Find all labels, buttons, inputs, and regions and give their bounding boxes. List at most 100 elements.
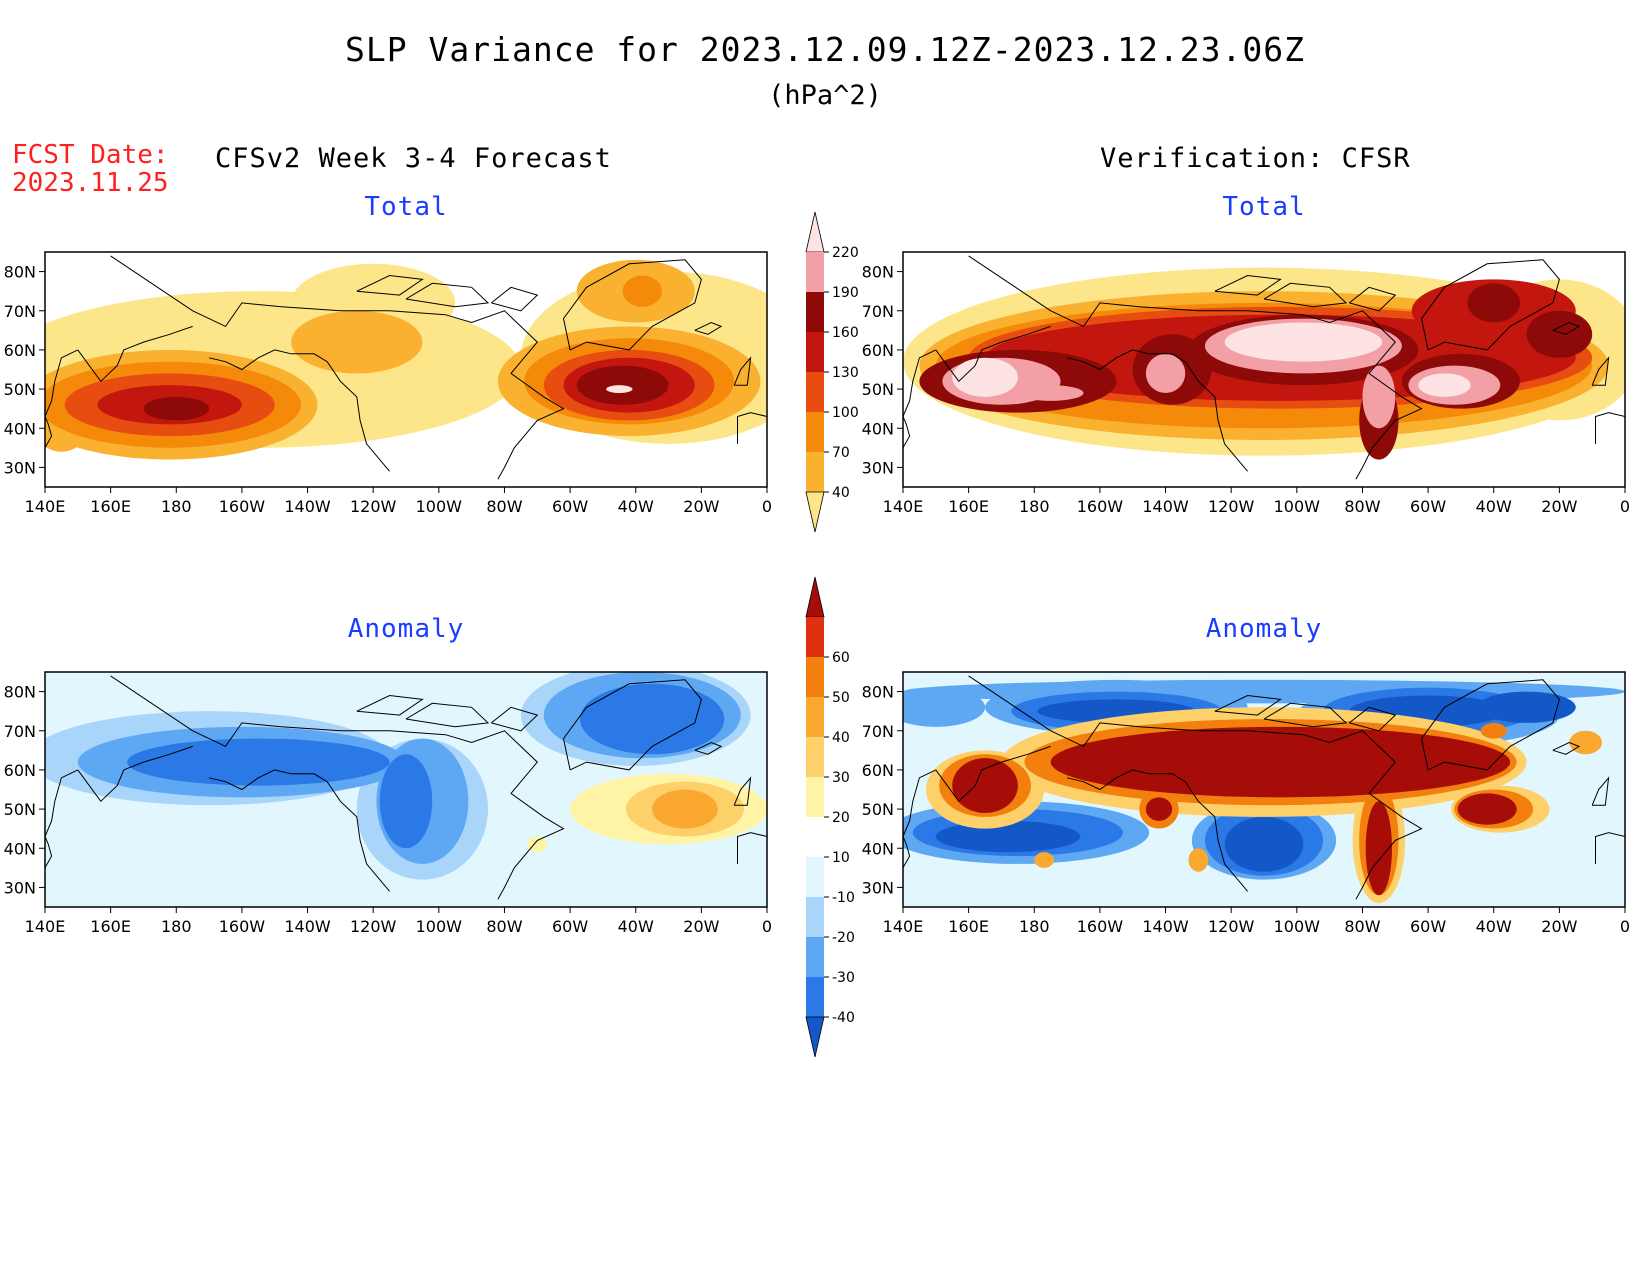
field-contour	[1050, 726, 1511, 798]
coastline	[77, 745, 193, 803]
lat-tick-label: 60N	[862, 761, 894, 780]
coastline	[405, 702, 490, 728]
lat-tick-label: 60N	[4, 761, 36, 780]
forecast-heading: CFSv2 Week 3-4 Forecast	[215, 143, 612, 174]
colorbar-segment	[805, 1016, 825, 1058]
field-contour	[622, 275, 662, 307]
lon-tick-label: 0	[762, 917, 772, 936]
field-contour	[379, 754, 433, 849]
fcst-date-label: FCST Date:	[12, 140, 169, 170]
coastline	[733, 776, 752, 806]
field-contour	[952, 758, 1018, 813]
lon-tick-label: 0	[1620, 917, 1630, 936]
colorbar-segment	[805, 491, 825, 533]
lon-tick-label: 100W	[1274, 917, 1321, 936]
field-contour	[952, 357, 1018, 397]
lat-tick-label: 50N	[4, 380, 36, 399]
lon-tick-label: 60W	[552, 497, 588, 516]
field-contour	[127, 738, 390, 786]
coastline	[1066, 349, 1248, 472]
field-contour	[527, 836, 548, 853]
lat-tick-label: 40N	[862, 839, 894, 858]
coastline	[45, 769, 79, 837]
lon-tick-label: 80W	[1344, 497, 1380, 516]
lon-tick-label: 160W	[1077, 917, 1124, 936]
field-contour	[1145, 353, 1186, 393]
lat-tick-label: 80N	[4, 263, 36, 282]
coastline	[1214, 274, 1282, 296]
colorbar-tick-label: 60	[832, 650, 850, 666]
colorbar-segment	[806, 292, 824, 332]
lon-tick-label: 60W	[1410, 497, 1446, 516]
lon-tick-label: 100W	[416, 497, 463, 516]
field-contour	[606, 385, 633, 394]
coastline	[208, 769, 390, 892]
field-contour	[1145, 797, 1173, 821]
colorbar-tick-label: 50	[832, 690, 850, 706]
lon-tick-label: 140W	[284, 917, 331, 936]
lon-tick-label: 140E	[883, 917, 924, 936]
lat-tick-label: 50N	[862, 380, 894, 399]
coastline	[1595, 412, 1625, 444]
lat-tick-label: 30N	[862, 458, 894, 477]
forecast-total-title: Total	[364, 192, 448, 222]
field-contour	[1017, 385, 1084, 401]
lat-tick-label: 70N	[4, 302, 36, 321]
coastline	[1263, 282, 1348, 308]
figure-units: (hPa^2)	[768, 80, 882, 111]
coastline	[1591, 356, 1610, 386]
colorbar-segment	[806, 372, 824, 412]
map-panel-2: 80N 70N 60N 50N 40N 30N 140E 160E 180 160W 140W 120…	[862, 251, 1630, 516]
coastline	[903, 836, 911, 869]
lon-tick-label: 120W	[1208, 497, 1255, 516]
coastline	[903, 349, 937, 417]
coastline	[1591, 776, 1610, 806]
lon-tick-label: 140E	[25, 917, 66, 936]
lon-tick-label: 120W	[350, 917, 397, 936]
lat-tick-label: 50N	[862, 800, 894, 819]
colorbar-segment	[806, 737, 824, 777]
lon-tick-label: 160E	[948, 917, 989, 936]
coastline	[356, 694, 424, 716]
coastline	[1263, 702, 1348, 728]
lon-tick-label: 160E	[90, 497, 131, 516]
coastline	[694, 321, 723, 335]
colorbar-segment	[805, 211, 825, 253]
anomaly-colorbar: -40 -30 -20 -10 10 20 30 40 50 60	[805, 576, 855, 1058]
colorbar-segment	[806, 697, 824, 737]
field-contour	[1362, 365, 1396, 429]
field-contour	[1034, 852, 1054, 868]
colorbar-tick-label: 190	[832, 285, 859, 301]
coastline	[737, 412, 767, 444]
field-contour	[1365, 801, 1392, 896]
lat-tick-label: 40N	[862, 419, 894, 438]
field-contour	[576, 365, 669, 405]
lon-tick-label: 40W	[1476, 917, 1512, 936]
colorbar-tick-label: 20	[832, 810, 850, 826]
colorbar-segment	[805, 576, 825, 618]
panel-frame	[44, 671, 768, 908]
field-contour	[935, 820, 1081, 853]
field-contour	[1418, 373, 1471, 397]
colorbar-tick-label: 130	[832, 365, 859, 381]
lat-tick-label: 70N	[862, 302, 894, 321]
lon-tick-label: 140W	[284, 497, 331, 516]
colorbar-tick-label: -40	[832, 1010, 855, 1026]
colorbar-segment	[806, 857, 824, 897]
coastline	[968, 255, 1423, 480]
lon-tick-label: 60W	[552, 917, 588, 936]
lon-tick-label: 60W	[1410, 917, 1446, 936]
lon-tick-label: 40W	[618, 917, 654, 936]
colorbar-tick-label: -30	[832, 970, 855, 986]
colorbar-segment	[806, 937, 824, 977]
fcst-date-value: 2023.11.25	[12, 168, 169, 198]
colorbar-segment	[806, 897, 824, 937]
coastline	[405, 282, 490, 308]
lon-tick-label: 100W	[1274, 497, 1321, 516]
field-contour	[1569, 730, 1603, 755]
lon-tick-label: 40W	[1476, 497, 1512, 516]
lon-tick-label: 0	[1620, 497, 1630, 516]
lon-tick-label: 100W	[416, 917, 463, 936]
colorbar-tick-label: 70	[832, 445, 850, 461]
